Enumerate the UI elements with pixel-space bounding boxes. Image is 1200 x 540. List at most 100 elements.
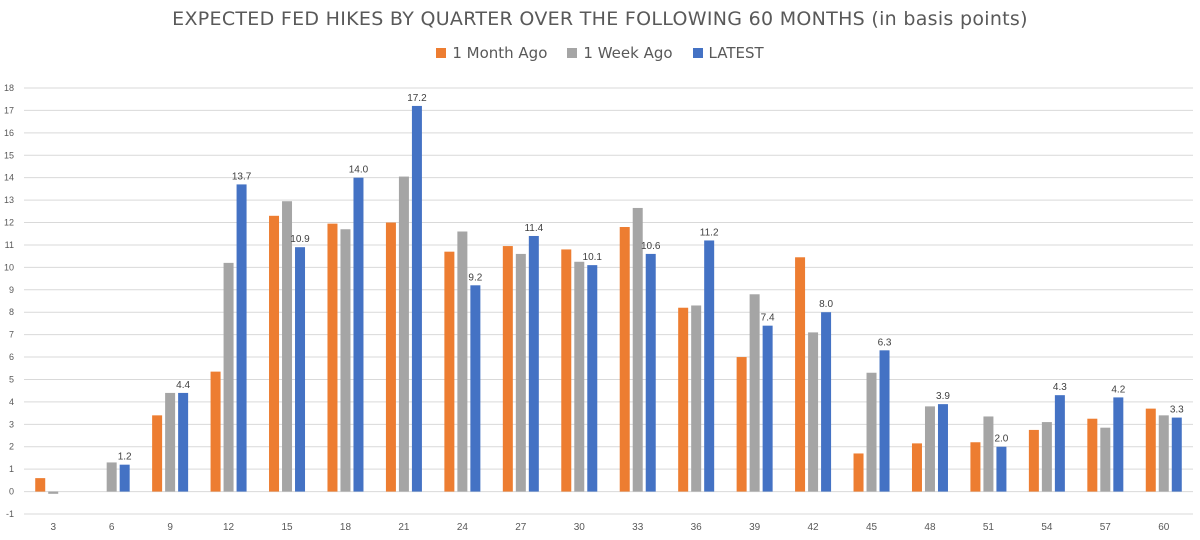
x-tick-label: 24 — [457, 522, 469, 533]
legend-item-latest: LATEST — [692, 44, 764, 62]
bar-latest — [119, 464, 130, 492]
data-label: 1.2 — [118, 452, 132, 463]
y-tick-label: 10 — [4, 262, 14, 272]
data-label: 4.2 — [1111, 384, 1125, 395]
bar-1-week-ago — [691, 305, 702, 492]
bar-1-month-ago — [210, 371, 221, 492]
bar-1-week-ago — [749, 294, 760, 492]
x-tick-label: 30 — [574, 522, 586, 533]
bar-1-week-ago — [515, 253, 526, 492]
x-tick-label: 15 — [281, 522, 293, 533]
x-tick-label: 60 — [1158, 522, 1170, 533]
x-tick-label: 33 — [632, 522, 644, 533]
bar-1-week-ago — [1100, 427, 1111, 492]
y-tick-label: 11 — [5, 240, 14, 250]
y-tick-label: 13 — [4, 195, 14, 205]
bar-1-month-ago — [795, 257, 806, 492]
data-label: 9.2 — [468, 272, 482, 283]
y-tick-label: 9 — [9, 285, 14, 295]
y-tick-label: 0 — [9, 487, 14, 497]
data-label: 3.9 — [936, 391, 950, 402]
legend-item-1-week-ago: 1 Week Ago — [567, 44, 673, 62]
bar-1-week-ago — [808, 332, 819, 492]
bar-latest — [1054, 395, 1065, 492]
data-label: 7.4 — [761, 313, 775, 324]
bar-latest — [937, 404, 948, 492]
bar-latest — [1113, 397, 1124, 492]
bar-latest — [821, 312, 832, 492]
x-tick-label: 27 — [515, 522, 527, 533]
bar-1-month-ago — [35, 478, 46, 492]
y-tick-label: 18 — [4, 83, 14, 93]
bar-1-month-ago — [678, 307, 689, 492]
y-tick-label: 14 — [4, 173, 14, 183]
data-label: 11.4 — [524, 223, 543, 234]
bar-1-week-ago — [457, 231, 468, 492]
y-tick-label: 2 — [9, 442, 14, 452]
x-tick-label: 57 — [1100, 522, 1112, 533]
bar-1-month-ago — [853, 453, 864, 492]
y-tick-label: 8 — [9, 307, 14, 317]
bar-1-week-ago — [866, 372, 877, 492]
bar-latest — [470, 285, 481, 492]
bar-1-month-ago — [1028, 429, 1039, 492]
bar-latest — [178, 392, 189, 492]
bar-latest — [587, 265, 598, 492]
legend-swatch-gray — [567, 48, 578, 58]
y-tick-label: 6 — [9, 352, 14, 362]
x-tick-label: 36 — [691, 522, 703, 533]
bar-latest — [704, 240, 715, 492]
bar-1-week-ago — [1158, 415, 1169, 492]
bar-1-week-ago — [983, 416, 994, 492]
legend-label-1-month-ago: 1 Month Ago — [452, 44, 548, 62]
x-tick-label: 39 — [749, 522, 761, 533]
bar-1-month-ago — [736, 357, 747, 492]
bar-1-week-ago — [398, 176, 409, 492]
legend-label-1-week-ago: 1 Week Ago — [583, 44, 673, 62]
bar-1-month-ago — [1087, 418, 1098, 492]
data-label: 10.6 — [641, 241, 661, 252]
bar-1-week-ago — [282, 201, 293, 492]
bar-1-week-ago — [632, 207, 643, 492]
bar-1-week-ago — [340, 229, 351, 492]
x-tick-label: 12 — [223, 522, 235, 533]
bar-1-month-ago — [327, 223, 338, 492]
bar-latest — [295, 247, 306, 492]
bar-1-week-ago — [106, 462, 117, 492]
legend-swatch-orange — [436, 48, 447, 58]
bar-1-month-ago — [502, 246, 513, 492]
bar-latest — [528, 235, 539, 492]
chart-title: EXPECTED FED HIKES BY QUARTER OVER THE F… — [172, 8, 1028, 30]
x-tick-label: 3 — [50, 522, 56, 533]
bar-latest — [1171, 417, 1182, 492]
bar-1-week-ago — [924, 406, 935, 492]
bar-1-week-ago — [165, 392, 176, 492]
bar-1-month-ago — [1145, 408, 1156, 492]
data-label: 8.0 — [819, 299, 833, 310]
y-tick-label: 4 — [9, 397, 14, 407]
y-tick-label: 17 — [4, 105, 14, 115]
data-label: 2.0 — [994, 434, 1008, 445]
bar-1-month-ago — [444, 251, 455, 492]
x-tick-label: 51 — [983, 522, 995, 533]
bar-1-month-ago — [269, 215, 280, 492]
bar-latest — [762, 325, 773, 492]
bar-latest — [236, 184, 247, 492]
data-label: 4.4 — [176, 380, 190, 391]
bar-1-week-ago — [223, 262, 234, 492]
bar-1-month-ago — [911, 443, 922, 492]
y-tick-label: 12 — [4, 218, 14, 228]
bar-1-week-ago — [1041, 422, 1052, 492]
y-tick-label: 3 — [9, 419, 14, 429]
x-tick-label: 9 — [167, 522, 173, 533]
bar-1-month-ago — [970, 442, 981, 492]
data-label: 11.2 — [700, 227, 719, 238]
x-tick-label: 42 — [808, 522, 820, 533]
data-label: 17.2 — [407, 93, 427, 104]
x-tick-label: 54 — [1041, 522, 1053, 533]
x-tick-label: 6 — [109, 522, 115, 533]
data-label: 6.3 — [878, 337, 892, 348]
chart-legend: 1 Month Ago 1 Week Ago LATEST — [0, 44, 1200, 62]
bar-1-week-ago — [574, 261, 585, 492]
